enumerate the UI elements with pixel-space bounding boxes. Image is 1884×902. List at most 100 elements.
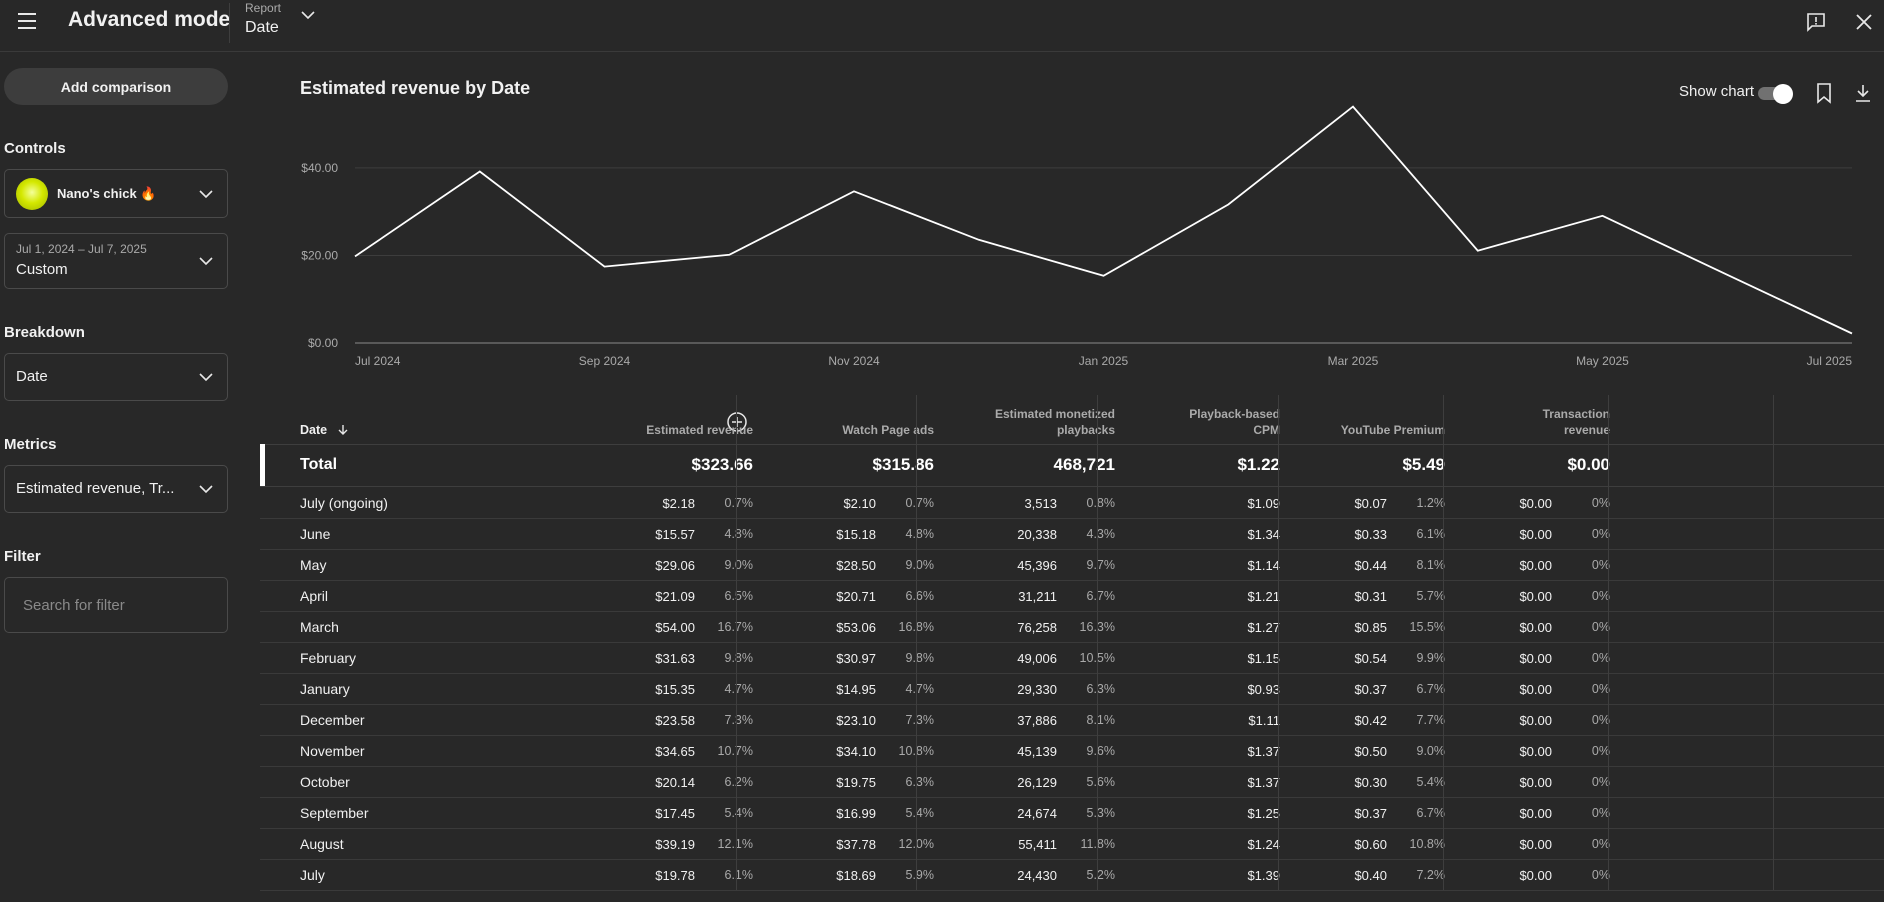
header-estimated-revenue[interactable]: Estimated revenue [646,423,753,437]
data-point[interactable] [1475,248,1481,254]
cell-monetized-playbacks: 31,211 [1018,589,1057,604]
column-divider [1278,395,1279,890]
table-row[interactable]: November$34.6510.7%$34.1010.8%45,1399.6%… [260,735,1884,767]
data-point[interactable] [976,237,982,243]
data-point[interactable] [352,253,358,259]
metrics-heading: Metrics [4,436,57,453]
show-chart-toggle[interactable] [1758,84,1794,104]
data-point[interactable] [1350,104,1356,110]
data-point[interactable] [851,188,857,194]
table-row[interactable]: April $21.09 6.5% $20.71 6.6% 31,211 6.7% $1.21… [260,580,1884,612]
table-row[interactable]: July $19.78 6.1% $18.69 5.9% 24,430 5.2% $1.39 $… [260,859,1884,891]
cell-estimated-revenue: $29.06 [655,558,695,573]
filter-search-input[interactable] [4,577,228,633]
cell-watch-page-ads-percent: 4.8% [905,527,935,541]
data-point[interactable] [602,264,608,270]
cell-monetized-playbacks: 26,129 [1017,775,1057,790]
cell-monetized-playbacks-percent: 5.6% [1086,775,1116,789]
table-row[interactable]: July (ongoing) $2.18 0.7% $2.10 0.7% 3,513 0.8… [260,487,1884,519]
header-transaction-revenue[interactable]: Transaction revenue [1543,406,1610,438]
table-row[interactable]: August$39.1912.1%$37.7812.0%55,41111.8%$… [260,828,1884,860]
table-row[interactable]: March$54.0016.7%$53.0616.8%76,25816.3%$1… [260,611,1884,643]
data-point[interactable] [1724,272,1730,278]
cell-cpm: $1.24 [1247,837,1280,852]
metrics-selector[interactable]: Estimated revenue, Tr... [4,465,228,513]
cell-estimated-revenue: $31.63 [655,651,695,666]
cell-monetized-playbacks: 24,430 [1017,868,1057,883]
breakdown-heading: Breakdown [4,324,85,341]
x-tick-label: Sep 2024 [579,354,631,368]
data-point[interactable] [1101,273,1107,279]
cell-transaction-revenue-percent: 0% [1591,589,1610,603]
cell-transaction-revenue: $0.00 [1519,775,1552,790]
data-point[interactable] [1849,330,1855,336]
row-date-label: March [300,619,339,635]
header-monetized-line1: Estimated monetized [994,407,1115,421]
cell-youtube-premium: $0.40 [1354,868,1387,883]
total-row-indicator [260,444,265,486]
feedback-icon[interactable] [1806,12,1826,32]
table-row[interactable]: January $15.35 4.7% $14.95 4.7% 29,330 6.3% $0.… [260,673,1884,705]
data-point[interactable] [1225,202,1231,208]
cell-youtube-premium-percent: 6.7% [1416,806,1446,820]
header-playback-cpm[interactable]: Playback-based CPM [1189,406,1280,438]
cell-estimated-revenue: $21.09 [655,589,695,604]
cell-watch-page-ads-percent: 4.7% [905,682,935,696]
data-point[interactable] [477,168,483,174]
revenue-series-line[interactable] [354,105,1853,335]
report-label: Report [245,1,282,15]
cell-transaction-revenue-percent: 0% [1591,527,1610,541]
menu-icon[interactable] [16,9,48,33]
add-comparison-button[interactable]: Add comparison [4,68,228,105]
cell-transaction-revenue: $0.00 [1519,682,1552,697]
cell-transaction-revenue: $0.00 [1519,496,1552,511]
channel-selector[interactable]: Nano's chick 🔥 [4,169,228,218]
table-row[interactable]: February$31.639.8%$30.979.8%49,00610.5%$… [260,642,1884,674]
row-date-label: June [300,526,331,542]
cell-watch-page-ads-percent: 5.4% [905,806,935,820]
close-icon[interactable] [1854,12,1874,32]
sort-arrow-down-icon [338,425,348,435]
cell-monetized-playbacks-percent: 9.6% [1086,744,1116,758]
total-row: Total $323.66 $315.86 468,721 $1.22 $5.4… [260,444,1884,487]
total-youtube-premium: $5.49 [1402,455,1445,474]
metrics-value: Estimated revenue, Tr... [16,480,175,497]
row-date-label: September [300,805,369,821]
download-icon[interactable] [1852,81,1874,105]
row-date-label: November [300,743,365,759]
header-youtube-premium[interactable]: YouTube Premium [1340,423,1445,437]
table-row[interactable]: June $15.57 4.8% $15.18 4.8% 20,338 4.3% $1.34 $… [260,518,1884,550]
cell-monetized-playbacks-percent: 5.2% [1086,868,1116,882]
table-row[interactable]: May $29.06 9.0% $28.50 9.0% 45,396 9.7% $1.14 $0… [260,549,1884,581]
cell-youtube-premium: $0.60 [1354,837,1387,852]
cell-monetized-playbacks: 45,139 [1017,744,1057,759]
controls-heading: Controls [4,140,66,157]
bookmark-icon[interactable] [1813,81,1835,105]
breakdown-selector[interactable]: Date [4,353,228,401]
header-watch-page-ads[interactable]: Watch Page ads [842,423,934,437]
table-row[interactable]: October $20.14 6.2% $19.75 6.3% 26,129 5.6% $1.… [260,766,1884,798]
header-estimated-monetized-playbacks[interactable]: Estimated monetized playbacks [995,406,1115,438]
table-row[interactable]: December $23.58 7.3% $23.10 7.3% 37,886 8.1% $1… [260,704,1884,736]
cell-transaction-revenue-percent: 0% [1591,806,1610,820]
row-date-label: July (ongoing) [300,495,388,511]
chevron-down-icon [199,257,213,266]
cell-estimated-revenue: $19.78 [655,868,695,883]
add-column-icon[interactable] [726,411,748,433]
header-date[interactable]: Date [300,422,349,438]
cell-watch-page-ads: $37.78 [836,837,876,852]
cell-monetized-playbacks-percent: 9.7% [1086,558,1116,572]
data-point[interactable] [726,252,732,258]
cell-transaction-revenue-percent: 0% [1591,744,1610,758]
report-dropdown[interactable]: Report Date [245,0,325,42]
table-row[interactable]: September $17.45 5.4% $16.99 5.4% 24,674 5.3% $… [260,797,1884,829]
show-chart-label: Show chart [1679,83,1755,100]
cell-estimated-revenue-percent: 7.3% [724,713,754,727]
data-point[interactable] [1600,213,1606,219]
cell-monetized-playbacks-percent: 6.7% [1086,589,1116,603]
header-transaction-line1: Transaction [1542,407,1610,421]
date-range-selector[interactable]: Jul 1, 2024 – Jul 7, 2025 Custom [4,233,228,289]
cell-youtube-premium-percent: 6.1% [1416,527,1446,541]
cell-watch-page-ads: $15.18 [836,527,876,542]
date-range-text: Jul 1, 2024 – Jul 7, 2025 [16,242,147,256]
